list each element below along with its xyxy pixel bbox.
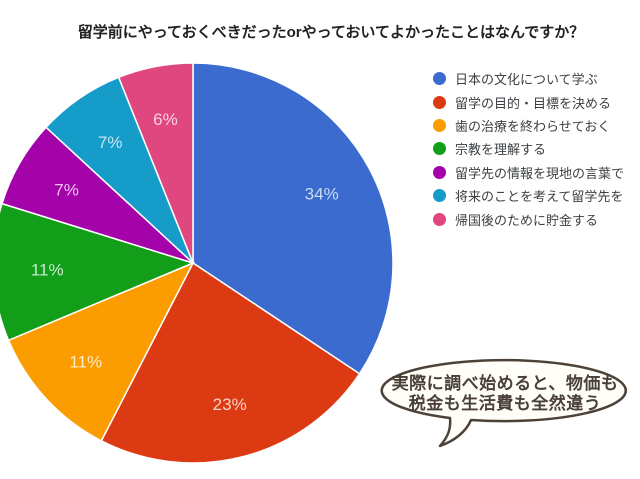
legend-item-5: 将来のことを考えて留学先を (433, 184, 624, 207)
legend-marker-icon (433, 118, 446, 132)
legend-item-label: 帰国後のために貯金する (455, 212, 599, 228)
pie-slice-value-label: 6% (153, 110, 178, 129)
pie-slice-3[interactable] (0, 202, 196, 342)
speech-bubble: 実際に調べ始めると、物価も 税金も生活費も全然違う (380, 358, 627, 448)
legend-item-label: 将来のことを考えて留学先を (455, 189, 624, 205)
legend-marker-icon (433, 212, 446, 226)
legend-item-2: 歯の治療を終わらせておく (433, 114, 624, 137)
pie-slice-labels: 34% 23% 11% 11% 7% 7% 6% (31, 110, 339, 414)
legend-item-3: 宗教を理解する (433, 137, 624, 160)
speech-bubble-outline (380, 358, 627, 448)
pie-slice-value-label: 34% (305, 185, 339, 204)
legend-marker-icon (433, 165, 446, 179)
legend-marker-icon (433, 95, 446, 109)
legend-marker-icon (433, 72, 446, 86)
legend-item-label: 歯の治療を終わらせておく (455, 118, 611, 134)
pie-slice-2[interactable] (7, 261, 195, 442)
speech-bubble-line1: 実際に調べ始めると、物価も (392, 373, 619, 393)
pie-slice-value-label: 23% (213, 395, 247, 414)
pie-slice-6[interactable] (117, 62, 194, 264)
pie-slices (0, 62, 394, 464)
legend-item-label: 留学先の情報を現地の言葉で (455, 165, 625, 181)
pie-slice-value-label: 7% (98, 133, 123, 152)
legend-item-0: 日本の文化について学ぶ (433, 67, 624, 90)
legend-item-1: 留学の目的・目標を決める (433, 90, 624, 113)
pie-slice-value-label: 11% (31, 260, 64, 279)
pie-slice-1[interactable] (100, 261, 361, 464)
legend-item-4: 留学先の情報を現地の言葉で (433, 161, 624, 184)
legend-item-label: 日本の文化について学ぶ (455, 72, 598, 88)
chart-title: 留学前にやっておくべきだったorやっておいてよかったことはなんですか？ (77, 24, 585, 41)
legend-marker-icon (433, 142, 446, 156)
pie-slice-value-label: 11% (69, 353, 102, 372)
legend-item-6: 帰国後のために貯金する (433, 207, 624, 230)
legend-item-label: 留学の目的・目標を決める (455, 95, 612, 111)
legend: 日本の文化について学ぶ 留学の目的・目標を決める 歯の治療を終わらせておく 宗教を理解… (433, 67, 624, 231)
legend-marker-icon (433, 189, 446, 203)
pie-slice-value-label: 7% (54, 181, 79, 200)
legend-item-label: 宗教を理解する (455, 142, 547, 158)
speech-bubble-line2: 税金も生活費も全然違う (409, 393, 602, 413)
